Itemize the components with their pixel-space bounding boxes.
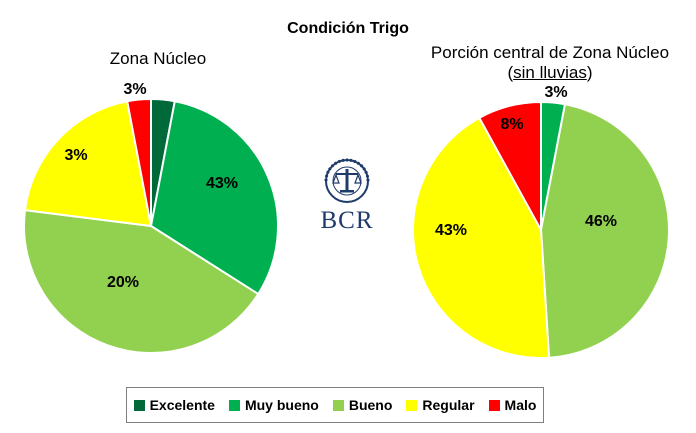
pie-left-label-excelente: 3%	[123, 81, 146, 98]
bcr-logo: BCR	[312, 155, 382, 235]
pie-left-slice-regular	[23, 100, 153, 228]
pie-right-label-muy-bueno: 3%	[544, 84, 567, 101]
legend-item-muy-bueno: Muy bueno	[228, 397, 319, 413]
pie-right-label-regular: 43%	[435, 222, 467, 239]
legend-label-bueno: Bueno	[348, 397, 393, 413]
bcr-seal-icon	[324, 158, 370, 203]
chart-title: Condición Trigo	[287, 20, 409, 37]
pie-left-slice-malo	[126, 97, 152, 227]
legend-item-regular: Regular	[406, 397, 475, 413]
pie-left-label-bueno: 43%	[206, 175, 238, 192]
pie-right-title-main: Porción central de Zona Núcleo	[430, 43, 670, 62]
bcr-logo-text: BCR	[320, 207, 374, 234]
legend-item-bueno: Bueno	[332, 397, 393, 413]
pie-left-slice-bueno	[23, 208, 260, 354]
pie-left-label-regular: 20%	[107, 274, 139, 291]
legend-swatch-muy-bueno	[228, 399, 240, 411]
legend-item-malo: Malo	[488, 397, 537, 413]
pie-right-subtitle: (sin lluvias)	[507, 63, 593, 82]
pie-left-label-malo: 3%	[64, 147, 87, 164]
pie-right-slice-malo	[477, 100, 542, 231]
pie-right-slice-bueno	[539, 103, 670, 359]
pie-left-label-muy-bueno: 31%	[154, 81, 186, 98]
legend-label-muy-bueno: Muy bueno	[244, 397, 319, 413]
legend-label-excelente: Excelente	[149, 397, 215, 413]
legend-item-excelente: Excelente	[133, 397, 215, 413]
pie-right-title: Porción central de Zona Núcleo (sin lluv…	[420, 43, 680, 83]
legend-swatch-regular	[406, 399, 418, 411]
pie-right-label-bueno: 46%	[585, 213, 617, 230]
legend: Excelente Muy bueno Bueno Regular Malo	[126, 387, 544, 423]
legend-swatch-excelente	[133, 399, 145, 411]
pie-right-subtitle-text: sin lluvias	[513, 63, 587, 82]
pie-right-slice-regular	[412, 116, 551, 359]
legend-label-regular: Regular	[422, 397, 475, 413]
legend-swatch-malo	[488, 399, 500, 411]
legend-label-malo: Malo	[504, 397, 537, 413]
pie-right-label-malo: 8%	[500, 116, 523, 133]
pie-left-title: Zona Núcleo	[109, 49, 207, 68]
legend-swatch-bueno	[332, 399, 344, 411]
